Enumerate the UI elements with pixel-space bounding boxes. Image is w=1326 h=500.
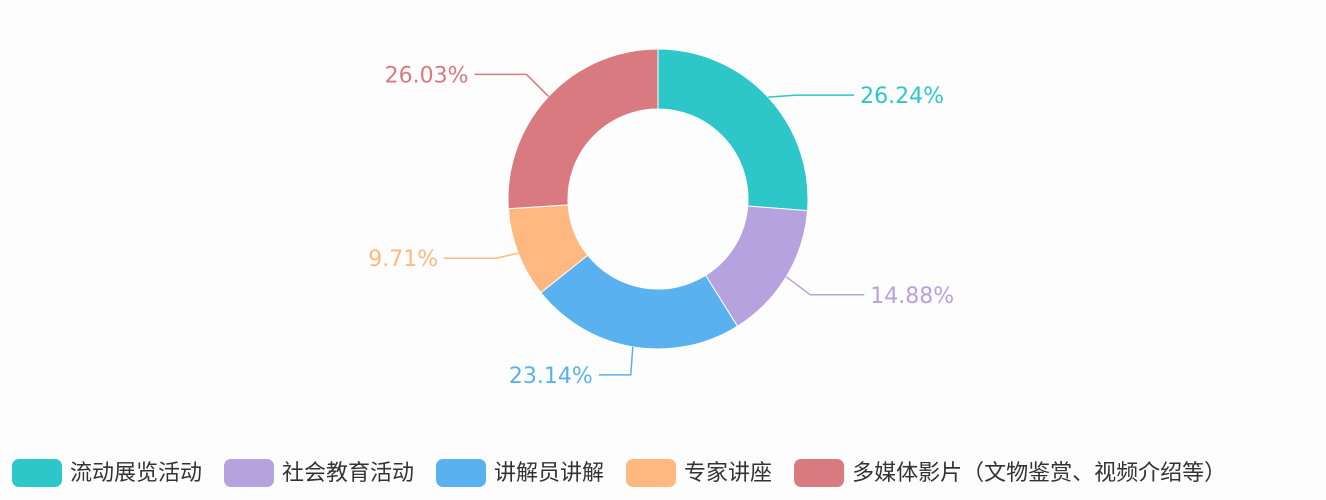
legend-label-2: 社会教育活动 (282, 461, 414, 486)
legend-item-1[interactable]: 流动展览活动 (12, 459, 202, 487)
legend-label-5: 多媒体影片（文物鉴赏、视频介绍等） (852, 461, 1226, 486)
chart-slices (507, 48, 809, 350)
legend-label-3: 讲解员讲解 (494, 461, 604, 486)
slice-3[interactable] (540, 254, 739, 350)
slice-label-1: 26.24% (860, 84, 944, 109)
legend-swatch-4 (626, 459, 677, 487)
slice-label-2: 14.88% (870, 284, 954, 309)
legend-swatch-2 (224, 459, 275, 487)
leader-line-2 (785, 276, 865, 296)
leader-line-1 (768, 94, 855, 98)
slice-percentage-labels: 26.24% 14.88% 23.14% 9.71% 26.03% (368, 63, 954, 388)
legend-label-1: 流动展览活动 (70, 461, 202, 486)
slice-1[interactable] (657, 48, 809, 212)
legend-swatch-1 (12, 459, 62, 487)
leader-line-3 (598, 346, 634, 376)
leader-line-5 (474, 73, 550, 97)
legend-item-2[interactable]: 社会教育活动 (224, 459, 414, 487)
legend-swatch-3 (436, 459, 487, 487)
legend-item-4[interactable]: 专家讲座 (626, 459, 772, 487)
legend-swatch-5 (794, 459, 845, 487)
chart-legend: 流动展览活动 社会教育活动 讲解员讲解 专家讲座 多媒体影片（文物鉴赏、视频介绍等） (12, 459, 1226, 487)
label-leader-lines (444, 73, 865, 376)
legend-item-5[interactable]: 多媒体影片（文物鉴赏、视频介绍等） (794, 459, 1226, 487)
slice-label-3: 23.14% (509, 364, 593, 389)
legend-item-3[interactable]: 讲解员讲解 (436, 459, 604, 487)
leader-line-4 (444, 252, 519, 259)
slice-label-4: 9.71% (368, 247, 438, 272)
slice-label-5: 26.03% (385, 63, 469, 88)
slice-5[interactable] (507, 48, 659, 210)
legend-label-4: 专家讲座 (684, 461, 772, 486)
